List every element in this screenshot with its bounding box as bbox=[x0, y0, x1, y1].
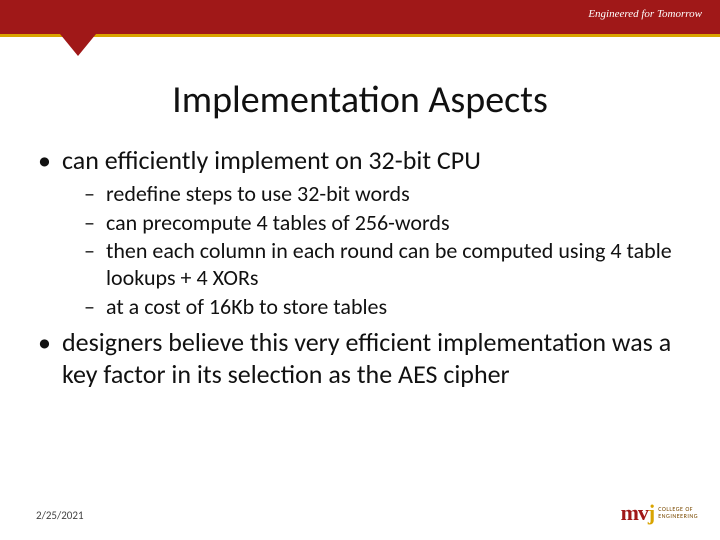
header-tagline: Engineered for Tomorrow bbox=[588, 8, 702, 20]
slide-title: Implementation Aspects bbox=[0, 77, 720, 123]
bullet-item: designers believe this very efficient im… bbox=[36, 327, 684, 390]
sub-bullet-item: can precompute 4 tables of 256-words bbox=[84, 210, 684, 237]
bullet-list: can efficiently implement on 32-bit CPU … bbox=[36, 145, 684, 390]
slide-content: can efficiently implement on 32-bit CPU … bbox=[0, 145, 720, 390]
bullet-item: can efficiently implement on 32-bit CPU … bbox=[36, 145, 684, 321]
footer-date: 2/25/2021 bbox=[36, 509, 84, 522]
header-notch bbox=[60, 34, 96, 56]
header-underline bbox=[0, 34, 720, 37]
sub-bullet-item: redefine steps to use 32-bit words bbox=[84, 181, 684, 208]
logo: mvj COLLEGE OF ENGINEERING bbox=[621, 500, 698, 526]
logo-line2: ENGINEERING bbox=[658, 513, 698, 520]
logo-mark: mvj bbox=[621, 500, 655, 526]
sub-bullet-item: at a cost of 16Kb to store tables bbox=[84, 294, 684, 321]
sub-bullet-item: then each column in each round can be co… bbox=[84, 238, 684, 292]
bullet-text: can efficiently implement on 32-bit CPU bbox=[62, 144, 481, 176]
sub-bullet-list: redefine steps to use 32-bit words can p… bbox=[84, 181, 684, 321]
bullet-text: designers believe this very efficient im… bbox=[62, 326, 671, 390]
logo-subtext: COLLEGE OF ENGINEERING bbox=[658, 506, 698, 519]
header-bar: Engineered for Tomorrow bbox=[0, 0, 720, 34]
